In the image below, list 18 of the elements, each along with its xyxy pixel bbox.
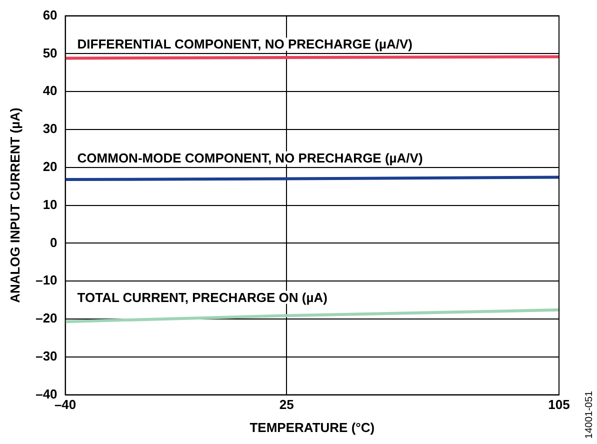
x-axis-title: TEMPERATURE (°C)	[250, 420, 375, 435]
y-tick-label: 0	[50, 234, 58, 250]
y-tick-label: 30	[42, 121, 58, 136]
series-label: TOTAL CURRENT, PRECHARGE ON (µA)	[77, 290, 328, 305]
y-axis-title: ANALOG INPUT CURRENT (µA)	[7, 108, 22, 303]
y-tick-label: 40	[42, 83, 58, 98]
x-tick-label: 105	[548, 397, 570, 412]
x-tick-label: 25	[279, 397, 294, 412]
y-tick-label: –30	[36, 348, 58, 364]
y-tick-label: 20	[42, 158, 58, 174]
series-label: DIFFERENTIAL COMPONENT, NO PRECHARGE (µA/V)	[77, 36, 412, 52]
y-tick-label: 60	[42, 7, 58, 22]
y-tick-label: –10	[36, 272, 58, 288]
y-tick-label: 50	[42, 45, 58, 60]
series-label: COMMON-MODE COMPONENT, NO PRECHARGE (µA/V)	[77, 150, 423, 166]
y-tick-label: 10	[42, 196, 58, 212]
y-tick-label: –20	[36, 310, 58, 326]
text: 14001-051	[584, 390, 595, 439]
